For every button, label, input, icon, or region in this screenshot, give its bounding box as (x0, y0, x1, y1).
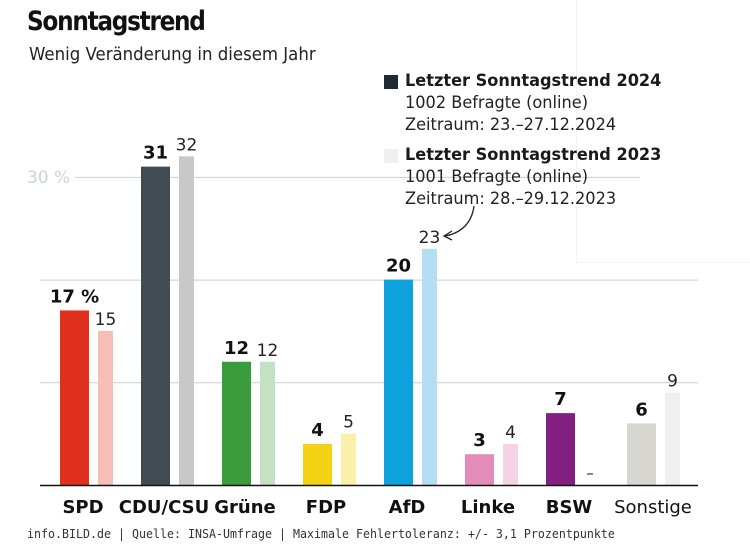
source-footer: info.BILD.de | Quelle: INSA-Umfrage | Ma… (27, 526, 615, 541)
bar-2023-cdu-csu (179, 156, 194, 486)
value-label-2024-fdp: 4 (311, 420, 324, 441)
value-label-2024-afd: 20 (386, 256, 411, 277)
value-label-2023-fdp: 5 (343, 413, 354, 433)
legend-swatch-2024 (384, 75, 398, 89)
value-label-2024-grüne: 12 (224, 338, 249, 359)
value-label-2023-bsw: – (586, 464, 594, 482)
bar-2024-spd (60, 310, 89, 485)
chart-title: Sonntagstrend (27, 6, 206, 37)
bar-2023-linke (503, 443, 518, 485)
bar-2023-fdp (341, 433, 356, 485)
value-label-2024-linke: 3 (473, 430, 486, 451)
value-label-2024-bsw: 7 (554, 389, 567, 410)
category-label-cdu-csu: CDU/CSU (119, 497, 209, 518)
value-label-2023-cdu-csu: 32 (176, 135, 198, 155)
value-label-2024-cdu-csu: 31 (143, 143, 168, 164)
value-label-2023-spd: 15 (95, 310, 117, 330)
value-label-2023-afd: 23 (419, 228, 441, 248)
legend-respondents-2023: 1001 Befragte (online) (405, 167, 588, 187)
category-label-fdp: FDP (306, 497, 346, 518)
bars (60, 156, 680, 486)
value-label-2024-spd: 17 % (50, 286, 99, 307)
legend-title-2024: Letzter Sonntagstrend 2024 (405, 71, 662, 91)
category-label-grüne: Grüne (214, 497, 276, 518)
bar-2024-fdp (303, 443, 332, 485)
annotation-arrow (444, 205, 475, 237)
legend-swatch-2023 (384, 149, 398, 163)
legend: Letzter Sonntagstrend 2024 1002 Befragte… (384, 70, 675, 218)
value-label-2023-linke: 4 (505, 423, 516, 443)
category-label-afd: AfD (389, 497, 426, 518)
bar-2023-spd (98, 330, 113, 485)
y-tick-label-30: 30 % (27, 168, 70, 188)
bar-2024-sonstige (627, 423, 656, 485)
bar-2024-linke (465, 454, 494, 485)
legend-period-2024: Zeitraum: 23.–27.12.2024 (405, 115, 617, 135)
legend-item-2023: Letzter Sonntagstrend 2023 1001 Befragte… (384, 144, 675, 210)
legend-period-2023: Zeitraum: 28.–29.12.2023 (405, 189, 617, 209)
category-label-spd: SPD (62, 497, 103, 518)
value-label-2024-sonstige: 6 (635, 399, 648, 420)
bar-2023-grüne (260, 361, 275, 485)
category-label-bsw: BSW (546, 497, 593, 518)
value-label-2023-sonstige: 9 (667, 372, 678, 392)
category-label-linke: Linke (461, 497, 515, 518)
legend-item-2024: Letzter Sonntagstrend 2024 1002 Befragte… (384, 70, 675, 136)
bar-2023-sonstige (665, 392, 680, 485)
category-label-sonstige: Sonstige (614, 497, 692, 518)
category-labels: SPD CDU/CSU Grüne FDP AfD Linke BSW Sonstige (62, 497, 691, 518)
legend-panel-background (576, 0, 750, 263)
value-label-2023-grüne: 12 (257, 341, 279, 361)
bar-2024-afd (384, 279, 413, 485)
legend-respondents-2024: 1002 Befragte (online) (405, 93, 588, 113)
legend-title-2023: Letzter Sonntagstrend 2023 (405, 145, 662, 165)
bar-2024-grüne (222, 361, 251, 485)
bar-2023-afd (422, 248, 437, 485)
chart-subtitle: Wenig Veränderung in diesem Jahr (29, 44, 316, 65)
annotation-arrowhead (442, 230, 453, 241)
bar-2024-bsw (546, 413, 575, 485)
bar-2024-cdu-csu (141, 166, 170, 485)
